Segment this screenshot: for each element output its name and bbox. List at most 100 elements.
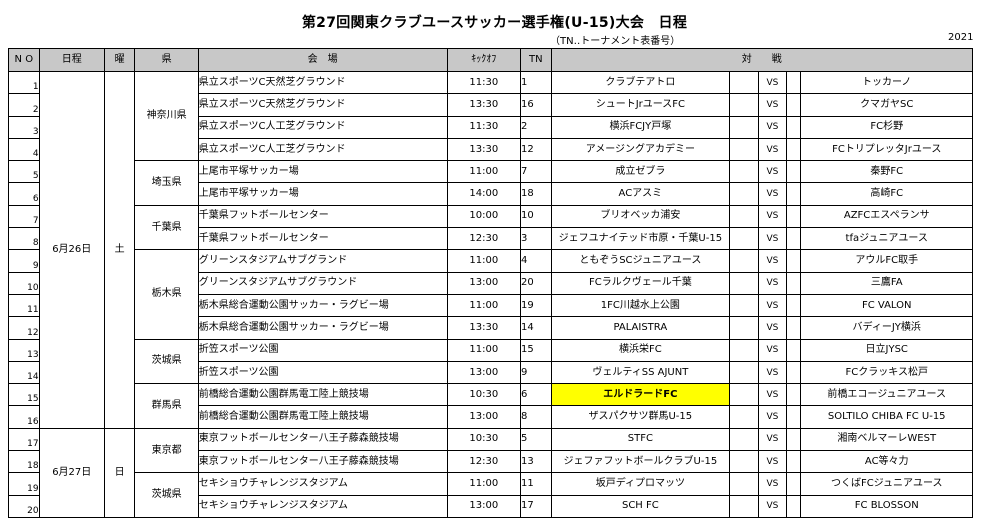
score-cell (729, 160, 759, 184)
home-team: シュートJrユースFC (550, 93, 731, 117)
score-cell (729, 182, 759, 206)
score-cell (786, 405, 802, 429)
away-team: FC VALON (800, 293, 973, 318)
score-cell (786, 338, 802, 362)
vs-label: VS (757, 182, 788, 206)
kickoff-time: 13:00 (446, 405, 522, 429)
home-team: アメージングアカデミー (550, 137, 731, 162)
table-row: 14 折笠スポーツ公園 13:00 9 ヴェルティSS AJUNT VS FCクラッキス松戸 (8, 360, 973, 385)
table-row: 15 群馬県 前橋総合運動公園群馬電工陸上競技場 10:30 6 エルドラードFC VS 前橋… (8, 383, 973, 429)
venue: 上尾市平塚サッカー場 (197, 160, 448, 184)
away-team: 湘南ベルマーレWEST (800, 427, 973, 452)
kickoff-time: 11:30 (446, 70, 522, 95)
row-number: 2 (8, 93, 40, 117)
header-match: 対 戦 (550, 48, 974, 72)
venue: 県立スポーツC人工芝グラウンド (197, 115, 448, 139)
score-cell (786, 293, 802, 318)
vs-label: VS (757, 70, 788, 95)
tournament-number: 3 (520, 227, 552, 251)
tournament-number: 10 (520, 204, 552, 229)
home-team: 成立ゼブラ (550, 160, 731, 184)
venue: 栃木県総合運動公園サッカー・ラグビー場 (197, 293, 448, 318)
vs-label: VS (757, 450, 788, 474)
header-date: 日程 (38, 48, 105, 72)
tournament-number: 19 (520, 293, 552, 318)
table-row: 3 県立スポーツC人工芝グラウンド 11:30 2 横浜FCJY戸塚 VS FC杉野 (8, 115, 973, 139)
away-team: 前橋エコージュニアユース (800, 383, 973, 407)
tournament-number: 7 (520, 160, 552, 184)
away-team: AZFCエスペランサ (800, 204, 973, 229)
match-date: 6月26日 (38, 71, 105, 429)
away-team: つくばFCジュニアユース (800, 472, 973, 496)
venue: セキショウチャレンジスタジアム (197, 494, 448, 518)
tournament-number: 17 (520, 494, 552, 518)
vs-label: VS (757, 93, 788, 117)
away-team: 高崎FC (800, 182, 973, 206)
score-cell (729, 494, 759, 518)
prefecture: 栃木県 (134, 249, 199, 340)
vs-label: VS (757, 472, 788, 496)
venue: 県立スポーツC天然芝グラウンド (197, 93, 448, 117)
table-row: 11 栃木県総合運動公園サッカー・ラグビー場 11:00 19 1FC川越水上公園 VS F… (8, 293, 973, 318)
tournament-number: 8 (520, 405, 552, 429)
kickoff-time: 11:00 (446, 472, 522, 496)
tournament-number: 11 (520, 472, 552, 496)
home-team: 横浜FCJY戸塚 (550, 115, 731, 139)
home-team: ヴェルティSS AJUNT (550, 360, 731, 385)
score-cell (729, 204, 759, 229)
kickoff-time: 13:30 (446, 137, 522, 162)
score-cell (786, 427, 802, 452)
kickoff-time: 11:00 (446, 293, 522, 318)
row-number: 14 (8, 360, 40, 385)
away-team: アウルFC取手 (800, 249, 973, 273)
vs-label: VS (757, 249, 788, 273)
score-cell (786, 227, 802, 251)
tournament-number: 15 (520, 338, 552, 362)
row-number: 10 (8, 271, 40, 295)
kickoff-time: 11:00 (446, 338, 522, 362)
header-pref: 県 (134, 48, 199, 72)
venue: 折笠スポーツ公園 (197, 360, 448, 385)
score-cell (786, 383, 802, 407)
score-cell (786, 249, 802, 273)
table-row: 9 栃木県 グリーンスタジアムサブグランド 11:00 4 ともぞうSCジュニアユース VS… (8, 249, 973, 340)
prefecture: 茨城県 (134, 338, 199, 385)
vs-label: VS (757, 293, 788, 318)
match-date: 6月27日 (38, 427, 105, 518)
tournament-number: 13 (520, 450, 552, 474)
table-row: 4 県立スポーツC人工芝グラウンド 13:30 12 アメージングアカデミー VS FCトリ… (8, 137, 973, 162)
tournament-number: 9 (520, 360, 552, 385)
home-team: PALAISTRA (550, 316, 731, 340)
row-number: 1 (8, 70, 40, 95)
vs-label: VS (757, 204, 788, 229)
score-cell (786, 271, 802, 295)
kickoff-time: 10:00 (446, 204, 522, 229)
score-cell (729, 360, 759, 385)
tournament-number: 1 (520, 70, 552, 95)
kickoff-time: 13:30 (446, 316, 522, 340)
table-row: 13 茨城県 折笠スポーツ公園 11:00 15 横浜栄FC VS 日立JYSC (8, 338, 973, 385)
tournament-number: 5 (520, 427, 552, 452)
prefecture: 茨城県 (134, 472, 199, 518)
table-row: 5 埼玉県 上尾市平塚サッカー場 11:00 7 成立ゼブラ VS 秦野FC (8, 160, 973, 206)
venue: 千葉県フットボールセンター (197, 227, 448, 251)
score-cell (729, 115, 759, 139)
table-row: 17 6月27日日東京都 東京フットボールセンター八王子藤森競技場 10:30 5 STF… (8, 427, 973, 518)
score-cell (786, 450, 802, 474)
tournament-number: 6 (520, 383, 552, 407)
schedule-body: 1 6月26日土神奈川県 県立スポーツC天然芝グラウンド 11:30 1 クラブテアトロ V… (8, 70, 973, 518)
venue: 東京フットボールセンター八王子藤森競技場 (197, 427, 448, 452)
header-venue: 会 場 (197, 48, 448, 72)
vs-label: VS (757, 271, 788, 295)
venue: 前橋総合運動公園群馬電工陸上競技場 (197, 405, 448, 429)
score-cell (729, 383, 759, 407)
score-cell (786, 472, 802, 496)
vs-label: VS (757, 360, 788, 385)
table-row: 10 グリーンスタジアムサブグラウンド 13:00 20 FCラルクヴェール千葉 VS 三鷹… (8, 271, 973, 295)
venue: セキショウチャレンジスタジアム (197, 472, 448, 496)
away-team: 日立JYSC (800, 338, 973, 362)
kickoff-time: 13:00 (446, 360, 522, 385)
home-team: 坂戸ディプロマッツ (550, 472, 731, 496)
kickoff-time: 12:30 (446, 450, 522, 474)
score-cell (786, 204, 802, 229)
